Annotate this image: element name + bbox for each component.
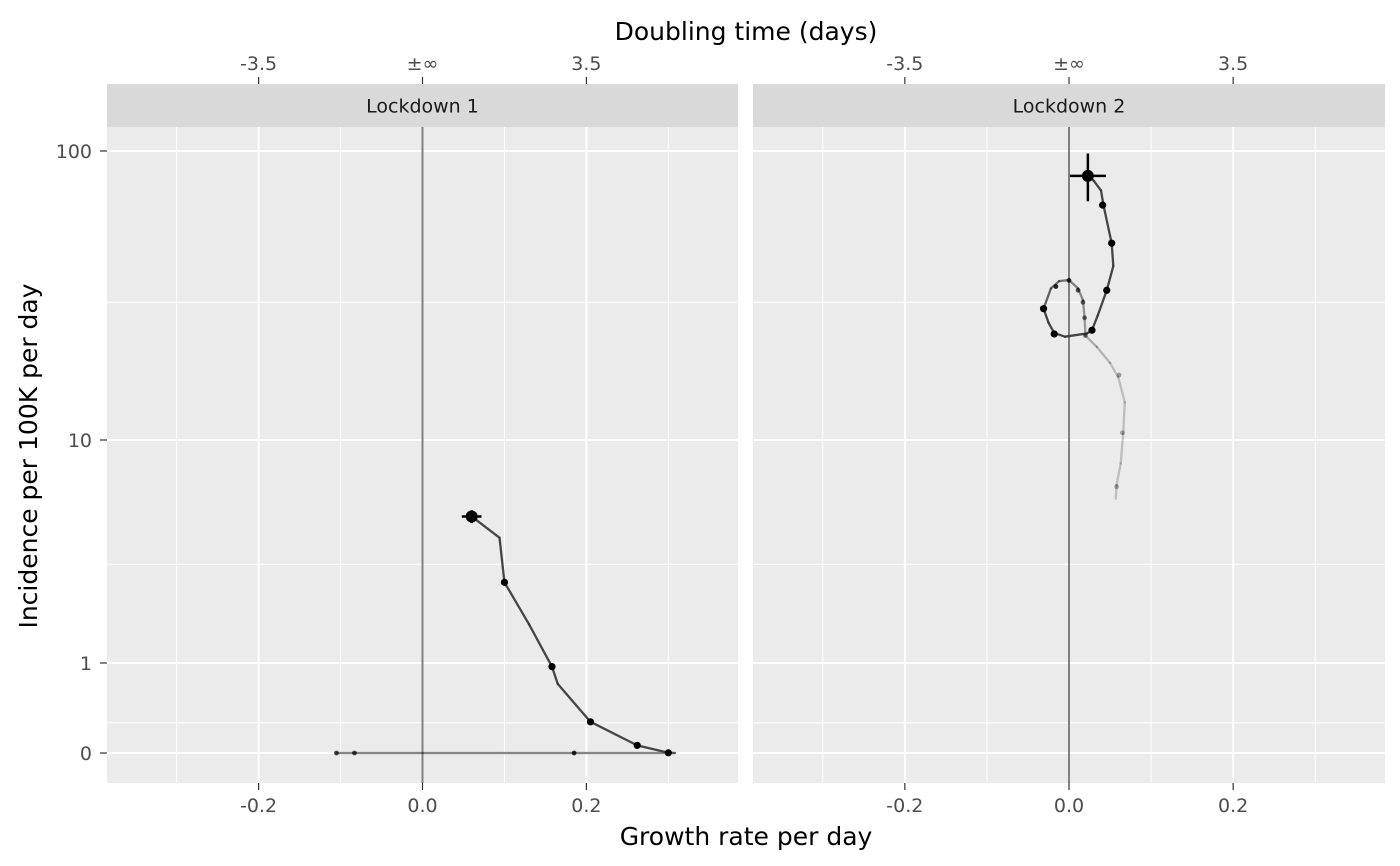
- current-point: [465, 510, 478, 523]
- trajectory-point: [1075, 287, 1081, 293]
- trajectory-point: [1088, 326, 1096, 334]
- trajectory-segment: [1122, 401, 1126, 436]
- trajectory-point: [1053, 284, 1059, 289]
- y-tick-label: 100: [56, 141, 92, 163]
- x-tick-label: 0.0: [407, 795, 437, 817]
- trajectory-segment: [1096, 289, 1108, 317]
- trajectory-segment: [1115, 462, 1122, 487]
- trajectory-segment: [1114, 483, 1118, 500]
- panel-1: Lockdown 1: [107, 84, 738, 783]
- top-x-tick-label: -3.5: [240, 53, 277, 75]
- trajectory-segment: [589, 720, 639, 747]
- trajectory-point: [1099, 201, 1107, 209]
- trajectory-point: [1103, 286, 1111, 294]
- trajectory-point: [1108, 239, 1116, 247]
- trajectory-point: [548, 663, 556, 671]
- trajectory-point: [500, 578, 509, 586]
- facet-strip-label: Lockdown 1: [366, 96, 479, 118]
- top-x-tick-label: -3.5: [886, 53, 923, 75]
- trajectory-segment: [1108, 361, 1120, 379]
- top-x-tick-label: ±∞: [1053, 53, 1085, 75]
- panel-2: Lockdown 2: [753, 84, 1385, 783]
- x-axis-title: Growth rate per day: [620, 822, 873, 851]
- trajectory-point: [1116, 372, 1122, 378]
- x-tick-label: 0.0: [1054, 795, 1084, 817]
- trajectory-segment: [527, 623, 554, 668]
- trajectory-segment: [1092, 179, 1103, 192]
- trajectory-point: [334, 750, 339, 756]
- top-x-tick-label: ±∞: [407, 53, 439, 75]
- trajectory-point: [586, 718, 595, 726]
- x-tick-label: 0.2: [571, 795, 601, 817]
- x-tick-label: 0.2: [1218, 795, 1248, 817]
- trajectory-segment: [1083, 316, 1087, 337]
- y-tick-label: 0: [80, 743, 92, 765]
- trajectory-segment: [1110, 242, 1115, 268]
- trajectory-segment: [1084, 334, 1099, 349]
- trajectory-point: [1114, 484, 1120, 490]
- y-tick-label: 1: [80, 653, 92, 675]
- trajectory-point: [1066, 277, 1072, 283]
- trajectory-segment: [1119, 432, 1125, 465]
- trajectory-segment: [1105, 264, 1115, 292]
- y-axis-title: Incidence per 100K per day: [14, 283, 43, 628]
- trajectory-point: [1050, 330, 1058, 338]
- facet-strip: [107, 84, 738, 127]
- current-point: [1081, 169, 1094, 182]
- top-axis-title: Doubling time (days): [615, 17, 878, 46]
- trajectory-segment: [1063, 332, 1089, 338]
- x-tick-label: -0.2: [240, 795, 277, 817]
- top-x-tick-label: 3.5: [571, 53, 601, 75]
- trajectory-point: [1082, 315, 1087, 321]
- facet-strip: [753, 84, 1385, 127]
- trajectory-point: [664, 749, 672, 757]
- y-tick-label: 10: [68, 430, 92, 452]
- trajectory-segment: [1042, 287, 1053, 310]
- trajectory-point: [571, 750, 577, 756]
- trajectory-segment: [1102, 203, 1113, 245]
- facet-strip-label: Lockdown 2: [1013, 96, 1126, 118]
- x-tick-label: -0.2: [886, 795, 923, 817]
- trajectory-segment: [636, 744, 670, 754]
- trajectory-segment: [503, 581, 531, 626]
- trajectory-point: [352, 750, 357, 756]
- trajectory-segment: [1117, 376, 1126, 404]
- trajectory-point: [633, 741, 641, 749]
- trajectory-segment: [498, 536, 506, 584]
- panels: Lockdown 1 Lockdown 2: [107, 84, 1385, 783]
- trajectory-segment: [556, 682, 592, 723]
- trajectory-point: [1119, 430, 1125, 436]
- trajectory-point: [1083, 333, 1088, 339]
- axes: 0 1 10 100 -0.2 0.0 0.2 -3.5 ±∞ 3.5 -0.2 0.0 0.2 -3.5…: [56, 53, 1249, 817]
- trajectory-point: [1039, 305, 1048, 313]
- trajectory-point: [1080, 299, 1086, 305]
- top-x-tick-label: 3.5: [1218, 53, 1248, 75]
- trajectory-segment: [1095, 345, 1112, 365]
